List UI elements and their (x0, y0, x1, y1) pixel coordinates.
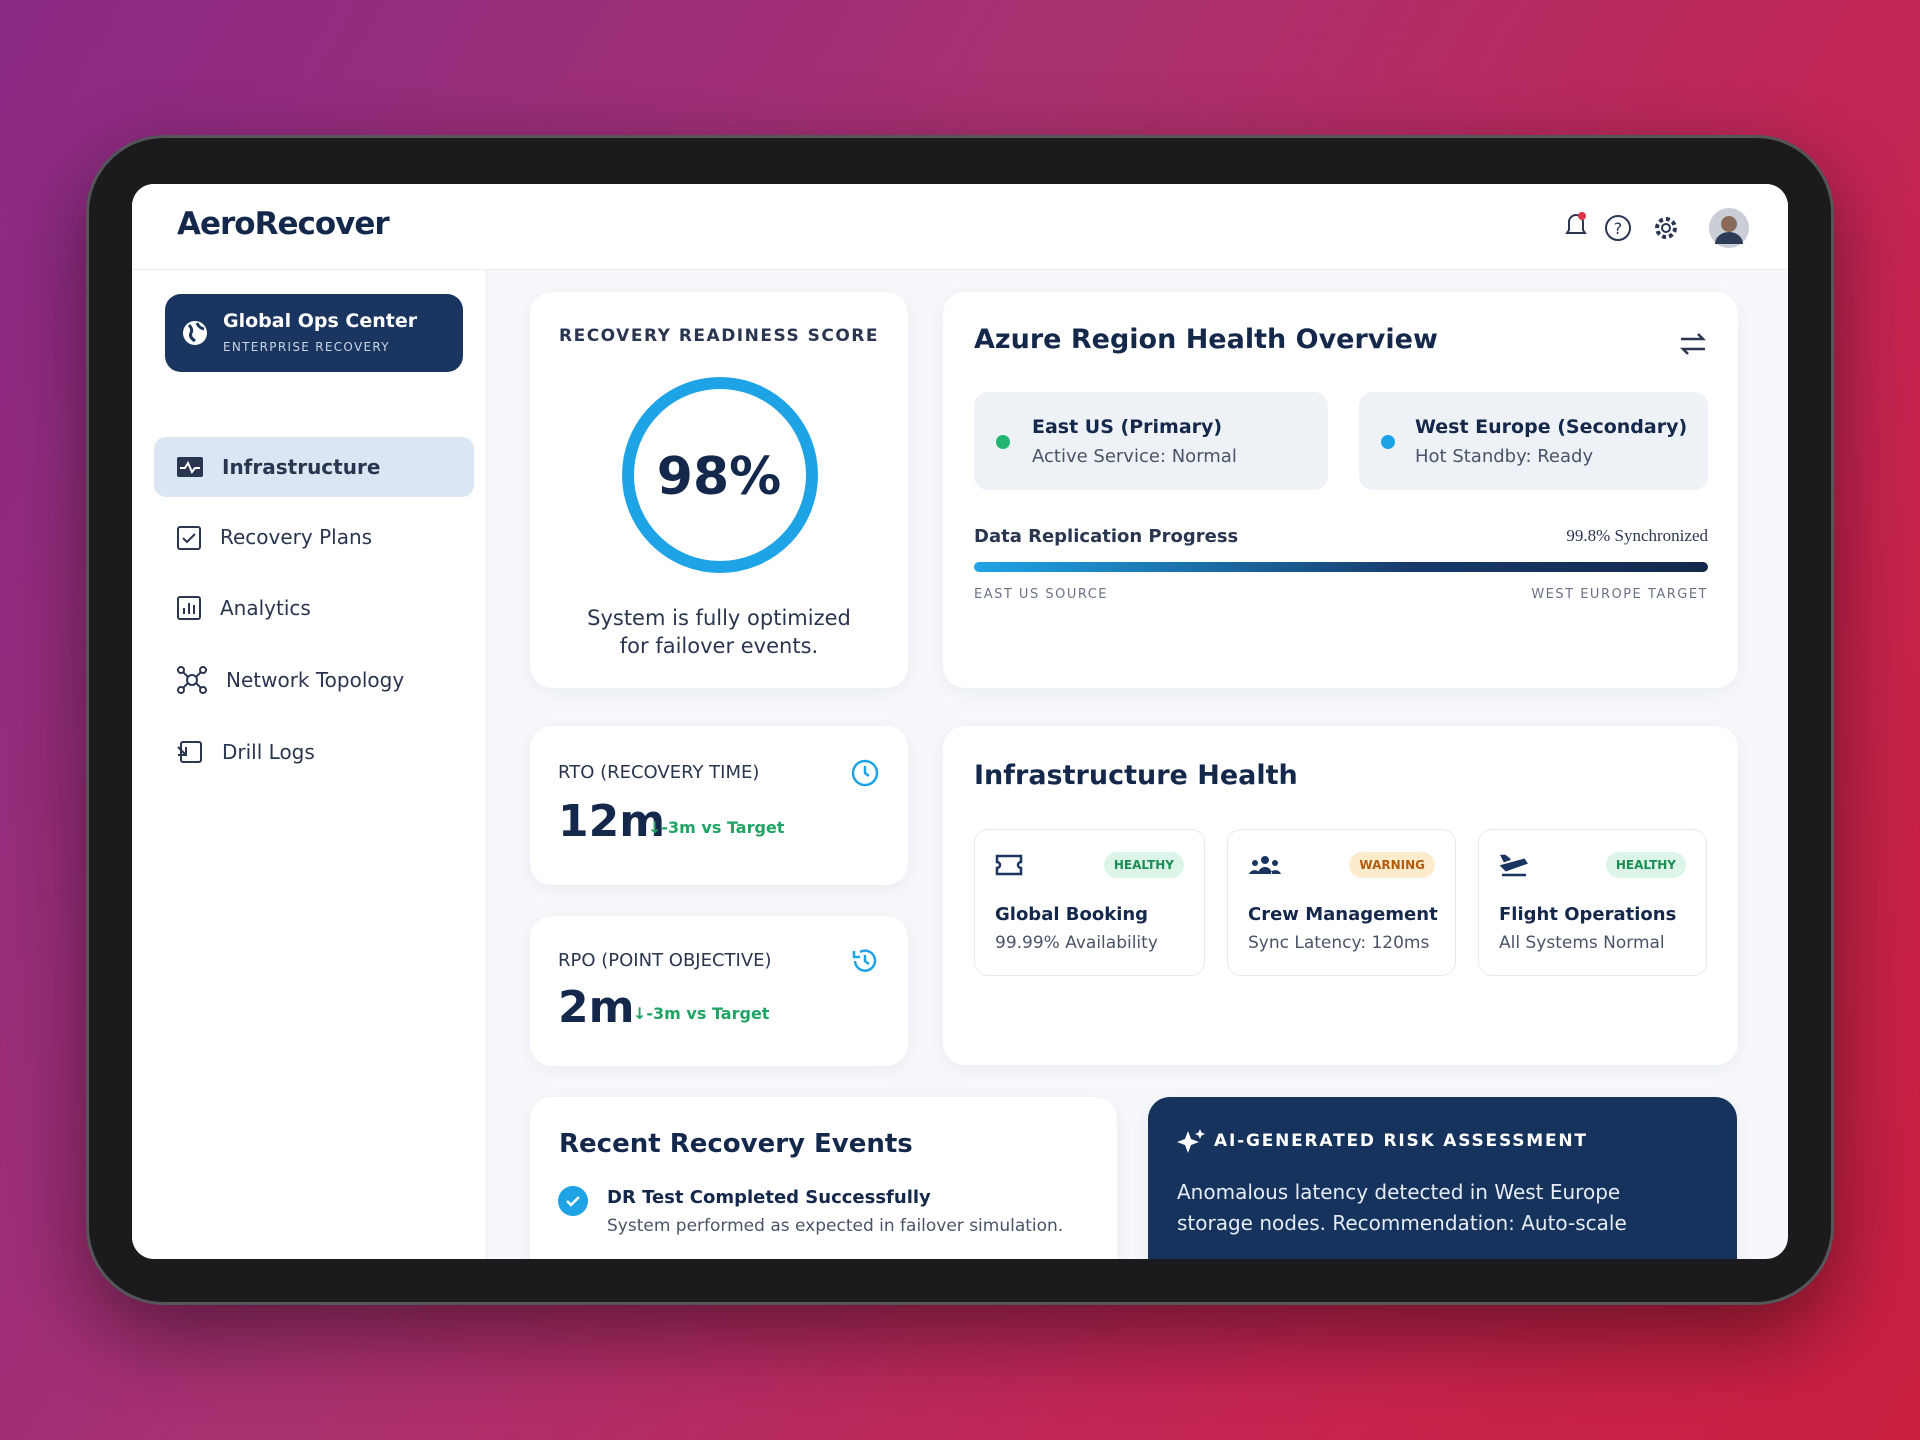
org-name: Global Ops Center (223, 310, 418, 332)
swap-icon[interactable] (1678, 330, 1708, 358)
status-badge: WARNING (1349, 852, 1435, 878)
nav-icon (177, 741, 202, 763)
nav-icon (177, 526, 201, 550)
metric-label: RPO (POINT OBJECTIVE) (558, 950, 772, 971)
service-name: Crew Management (1248, 904, 1438, 925)
nav-item[interactable]: Network Topology (154, 650, 474, 710)
crew-icon (1249, 856, 1281, 874)
status-badge: HEALTHY (1605, 852, 1686, 878)
notifications-icon[interactable] (1564, 210, 1588, 240)
metric-card: RTO (RECOVERY TIME) 12m ↓-3m vs Target (530, 726, 908, 885)
settings-icon[interactable] (1652, 214, 1680, 242)
org-switcher[interactable]: Global Ops Center ENTERPRISE RECOVERY (165, 294, 463, 372)
region-box: East US (Primary) Active Service: Normal (974, 392, 1328, 490)
service-name: Global Booking (995, 904, 1149, 925)
service-detail: Sync Latency: 120ms (1248, 933, 1430, 953)
nav-item[interactable]: Recovery Plans (154, 507, 474, 567)
replication-bar (974, 562, 1708, 572)
service-card[interactable]: HEALTHY Flight Operations All Systems No… (1478, 829, 1707, 976)
target-label: WEST EUROPE TARGET (1531, 587, 1708, 602)
nav-label: Drill Logs (222, 740, 315, 764)
flight-icon (1499, 854, 1528, 877)
readiness-card: RECOVERY READINESS SCORE 98% System is f… (530, 292, 908, 688)
region-name: East US (Primary) (1032, 416, 1223, 438)
event-detail: System performed as expected in failover… (607, 1216, 1064, 1236)
source-label: EAST US SOURCE (974, 587, 1109, 602)
sidebar: Global Ops Center ENTERPRISE RECOVERY In… (132, 270, 487, 1259)
nav-icon (177, 457, 203, 477)
infrastructure-card: Infrastructure Health HEALTHY Global Boo… (943, 726, 1738, 1065)
check-icon (558, 1186, 588, 1216)
metric-delta: ↓-3m vs Target (648, 818, 785, 837)
nav-label: Analytics (220, 596, 311, 620)
region-box: West Europe (Secondary) Hot Standby: Rea… (1359, 392, 1708, 490)
nav-icon (177, 596, 201, 620)
nav-label: Network Topology (226, 668, 405, 692)
nav-item[interactable]: Infrastructure (154, 437, 474, 497)
service-name: Flight Operations (1499, 904, 1677, 925)
metric-label: RTO (RECOVERY TIME) (558, 762, 760, 783)
nav-icon (177, 666, 207, 694)
ticket-icon (995, 854, 1023, 876)
nav-label: Infrastructure (222, 455, 381, 479)
score-value: 98% (656, 447, 782, 507)
globe-icon (183, 321, 207, 345)
region-status: Hot Standby: Ready (1415, 446, 1594, 467)
metric-card: RPO (POINT OBJECTIVE) 2m ↓-3m vs Target (530, 916, 908, 1066)
score-caption: System is fully optimized for failover e… (587, 606, 851, 658)
ai-title: AI-GENERATED RISK ASSESSMENT (1214, 1131, 1588, 1151)
clock-icon (851, 759, 879, 787)
metric-value: 2m (558, 982, 635, 1033)
sparkle-icon (1177, 1129, 1205, 1153)
metric-value: 12m (558, 796, 666, 847)
card-title: Recent Recovery Events (559, 1129, 913, 1159)
service-detail: 99.99% Availability (995, 933, 1158, 953)
status-dot (996, 435, 1010, 449)
svg-text:?: ? (1614, 219, 1623, 238)
replication-value: 99.8% Synchronized (1566, 526, 1708, 545)
service-card[interactable]: WARNING Crew Management Sync Latency: 12… (1227, 829, 1456, 976)
nav-label: Recovery Plans (220, 525, 373, 549)
nav-item[interactable]: Drill Logs (154, 722, 474, 782)
org-subtitle: ENTERPRISE RECOVERY (223, 340, 390, 354)
status-dot (1381, 435, 1395, 449)
logo: AeroRecover (177, 206, 390, 242)
service-card[interactable]: HEALTHY Global Booking 99.99% Availabili… (974, 829, 1205, 976)
card-title: RECOVERY READINESS SCORE (559, 326, 879, 346)
replication-label: Data Replication Progress (974, 526, 1239, 547)
region-card: Azure Region Health Overview East US (Pr… (943, 292, 1738, 688)
help-icon[interactable]: ? (1604, 214, 1632, 242)
score-ring (622, 377, 818, 573)
region-status: Active Service: Normal (1032, 446, 1237, 467)
history-icon (852, 949, 877, 972)
ai-card: AI-GENERATED RISK ASSESSMENT Anomalous l… (1148, 1097, 1737, 1259)
card-title: Azure Region Health Overview (974, 324, 1438, 355)
screen: AeroRecover ? Global Ops Center ENTERPRI… (132, 184, 1788, 1259)
region-name: West Europe (Secondary) (1415, 416, 1688, 438)
ai-text: Anomalous latency detected in West Europ… (1177, 1180, 1627, 1235)
card-title: Infrastructure Health (974, 760, 1298, 791)
nav-item[interactable]: Analytics (154, 578, 474, 638)
status-badge: HEALTHY (1103, 852, 1184, 878)
top-bar: AeroRecover ? (132, 184, 1788, 270)
service-detail: All Systems Normal (1499, 933, 1665, 953)
metric-delta: ↓-3m vs Target (633, 1004, 770, 1023)
events-card: Recent Recovery Events DR Test Completed… (530, 1097, 1117, 1259)
event-title: DR Test Completed Successfully (607, 1187, 931, 1208)
avatar[interactable] (1709, 208, 1749, 248)
